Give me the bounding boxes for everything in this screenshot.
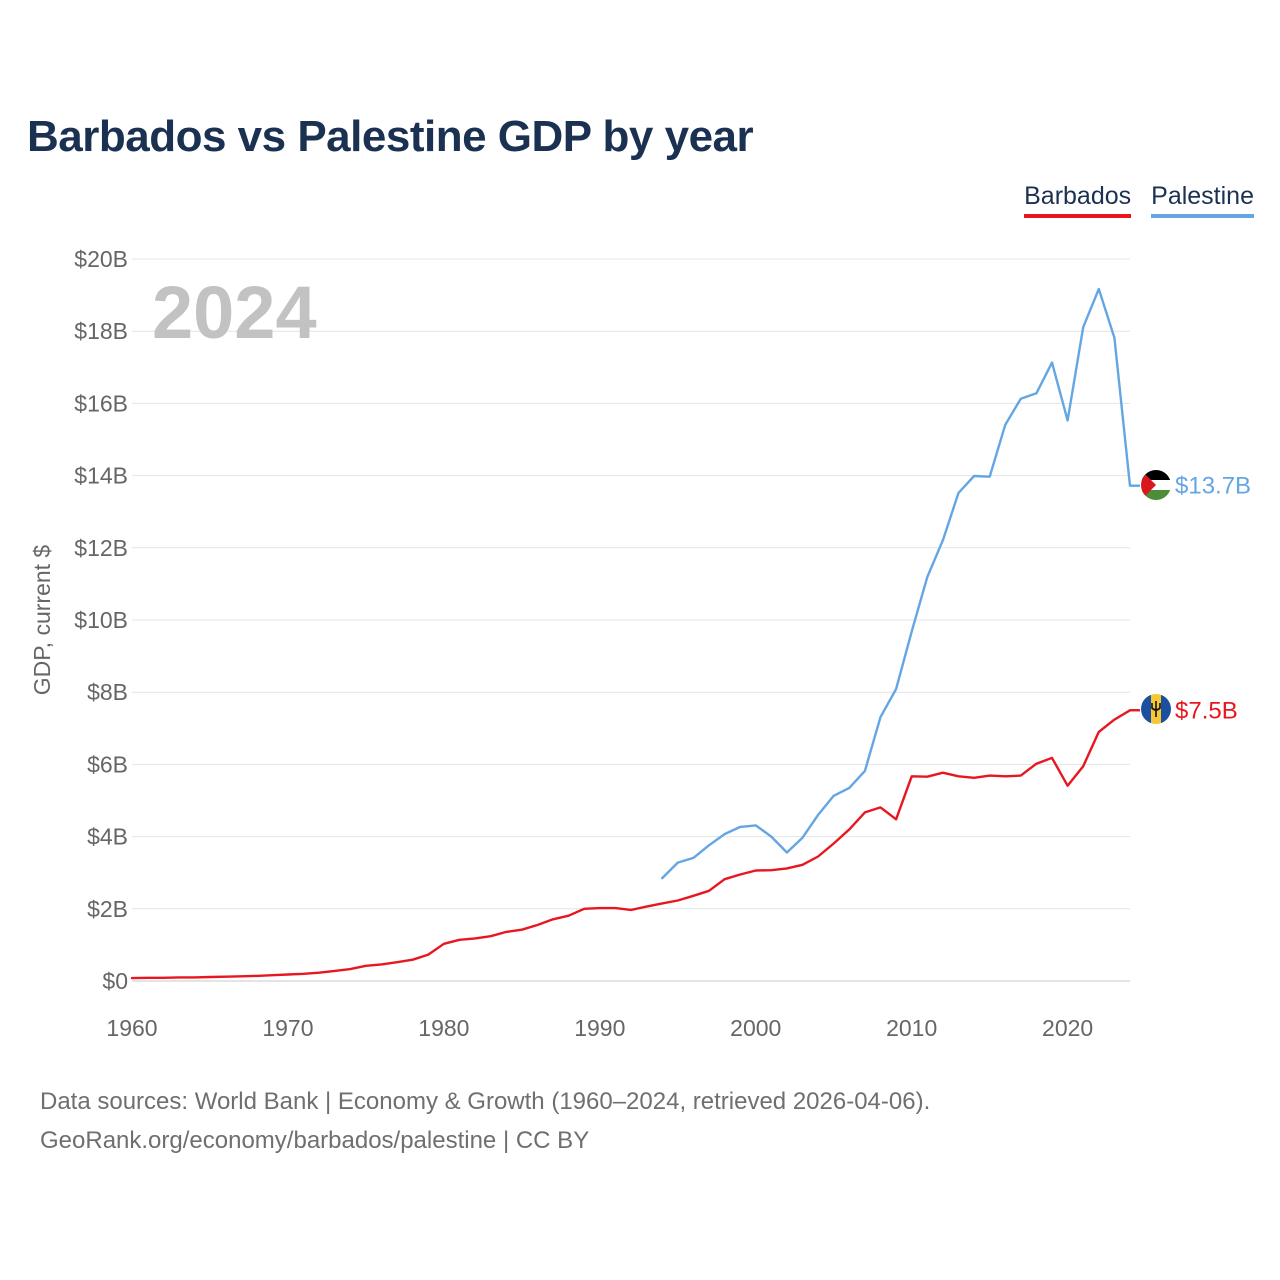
legend: Barbados Palestine [1024, 182, 1254, 218]
gdp-line-chart: $0 $2B $4B $6B $8B $10B $12B $14B $16B $18B $20B 1… [29, 246, 1251, 1041]
y-axis-title: GDP, current $ [29, 545, 55, 696]
y-tick-label: $20B [74, 246, 128, 272]
y-tick-label: $6B [87, 751, 128, 777]
y-tick-label: $4B [87, 824, 128, 850]
barbados-flag-icon [1141, 694, 1171, 724]
legend-item-palestine[interactable]: Palestine [1151, 182, 1254, 218]
chart-title: Barbados vs Palestine GDP by year [27, 112, 754, 161]
y-tick-label: $2B [87, 896, 128, 922]
x-tick-label: 1980 [418, 1015, 469, 1041]
y-tick-label: $14B [74, 463, 128, 489]
y-tick-label: $8B [87, 679, 128, 705]
series-line-barbados [130, 709, 1132, 980]
legend-item-barbados[interactable]: Barbados [1024, 182, 1132, 218]
x-tick-label: 1970 [262, 1015, 313, 1041]
y-tick-label: $16B [74, 390, 128, 416]
y-tick-label: $0 [102, 968, 128, 994]
footer: Data sources: World Bank | Economy & Gro… [40, 1082, 930, 1160]
year-watermark: 2024 [152, 271, 317, 354]
end-value-label-barbados: $7.5B [1175, 697, 1238, 724]
data-source-note: Data sources: World Bank | Economy & Gro… [40, 1088, 931, 1115]
x-tick-label: 1960 [106, 1015, 157, 1041]
x-tick-label: 2000 [730, 1015, 781, 1041]
x-tick-label: 2020 [1042, 1015, 1093, 1041]
source-link[interactable]: GeoRank.org/economy/barbados/palestine |… [40, 1127, 590, 1154]
y-tick-label: $12B [74, 535, 128, 561]
series-line-palestine [661, 287, 1132, 880]
x-tick-label: 2010 [886, 1015, 937, 1041]
y-tick-label: $10B [74, 607, 128, 633]
end-value-label-palestine: $13.7B [1175, 473, 1251, 500]
y-tick-label: $18B [74, 318, 128, 344]
x-tick-label: 1990 [574, 1015, 625, 1041]
palestine-flag-icon [1141, 470, 1171, 500]
